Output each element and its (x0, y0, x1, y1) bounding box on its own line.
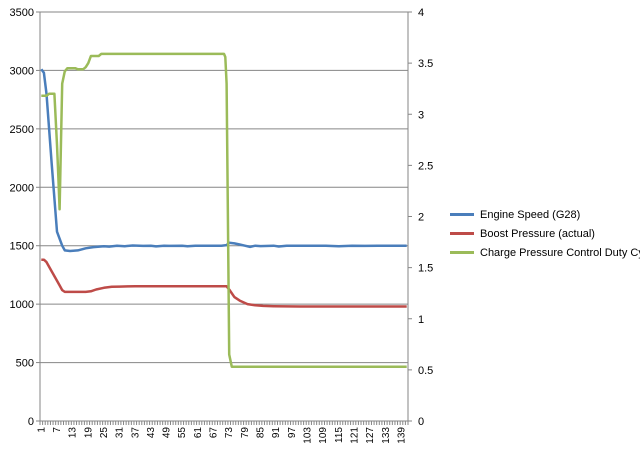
x-tick-label: 25 (99, 427, 110, 439)
y-axis-left: 0 500 1000 1500 2000 2500 3000 3500 (10, 7, 40, 428)
y-axis-right: 0 0.5 1 1.5 2 2.5 3 3.5 4 (408, 7, 433, 428)
x-tick-label: 31 (115, 427, 126, 439)
gridlines (40, 69, 408, 364)
x-tick-label: 67 (209, 427, 220, 439)
x-tick-label: 49 (162, 427, 173, 439)
x-tick-label: 121 (349, 427, 360, 444)
x-tick-label: 1 (36, 427, 47, 433)
x-tick-label: 133 (381, 427, 392, 444)
y-left-tick-label: 500 (16, 358, 34, 370)
x-tick-label: 61 (193, 427, 204, 439)
legend-swatch-engine-speed (450, 213, 474, 216)
y-right-tick-label: 3 (418, 109, 424, 121)
legend-item-boost-pressure: Boost Pressure (actual) (450, 224, 640, 243)
x-tick-label: 115 (334, 427, 345, 443)
y-left-tick-label: 2000 (10, 182, 34, 194)
plot-border (39, 11, 409, 422)
x-axis: 1 7 13 19 25 31 37 43 49 55 61 67 73 79 85 91 97 103 109 11… (36, 421, 409, 444)
series-line-1 (41, 258, 407, 308)
legend-item-duty-cycle: Charge Pressure Control Duty Cycle (450, 243, 640, 262)
x-tick-label: 79 (240, 427, 251, 439)
x-tick-label: 55 (177, 427, 188, 439)
x-tick-label: 19 (83, 427, 94, 439)
y-right-tick-label: 0.5 (418, 365, 433, 377)
legend-item-engine-speed: Engine Speed (G28) (450, 205, 640, 224)
x-tick-label: 91 (271, 427, 282, 439)
legend: Engine Speed (G28) Boost Pressure (actua… (450, 205, 640, 262)
legend-swatch-duty-cycle (450, 251, 474, 254)
x-tick-label: 103 (303, 427, 314, 444)
legend-label-boost-pressure: Boost Pressure (actual) (480, 227, 595, 240)
x-tick-label: 7 (52, 427, 63, 433)
y-left-tick-label: 2500 (10, 124, 34, 136)
y-left-tick-label: 0 (28, 416, 34, 428)
y-right-tick-label: 2 (418, 212, 424, 224)
y-right-tick-label: 2.5 (418, 160, 433, 172)
x-tick-label: 127 (365, 427, 376, 444)
x-tick-label: 13 (68, 427, 79, 439)
y-right-tick-label: 3.5 (418, 58, 433, 70)
x-tick-label: 73 (224, 427, 235, 439)
legend-label-duty-cycle: Charge Pressure Control Duty Cycle (480, 246, 640, 259)
x-tick-label: 85 (256, 427, 267, 439)
x-tick-label: 37 (130, 427, 141, 439)
y-left-tick-label: 3000 (10, 65, 34, 77)
y-left-tick-label: 1000 (10, 299, 34, 311)
y-right-tick-label: 1 (418, 314, 424, 326)
y-right-tick-label: 0 (418, 416, 424, 428)
x-tick-label: 109 (318, 427, 329, 444)
y-right-tick-label: 1.5 (418, 263, 433, 275)
x-tick-label: 43 (146, 427, 157, 439)
legend-swatch-boost-pressure (450, 232, 474, 235)
series-lines (40, 52, 407, 369)
series-line-0 (40, 68, 407, 253)
y-right-tick-label: 4 (418, 7, 424, 19)
legend-label-engine-speed: Engine Speed (G28) (480, 208, 581, 221)
y-left-tick-label: 3500 (10, 7, 34, 19)
x-tick-label: 139 (396, 427, 407, 444)
series-line-2 (41, 52, 407, 369)
y-left-tick-label: 1500 (10, 241, 34, 253)
x-tick-label: 97 (287, 427, 298, 439)
